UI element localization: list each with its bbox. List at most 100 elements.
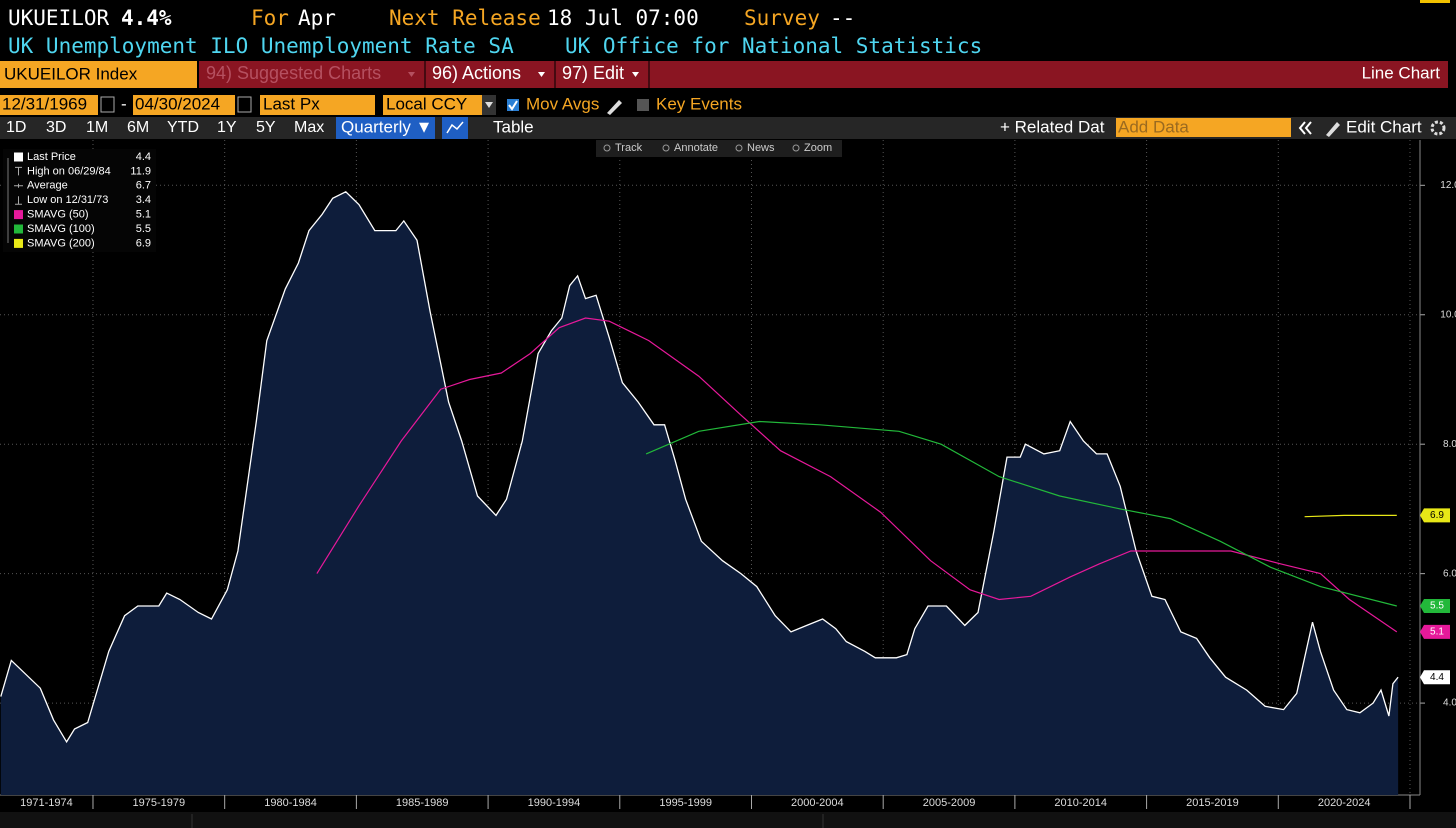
legend-label: SMAVG (50) [27,209,89,221]
x-period-label: 1985-1989 [396,797,449,809]
tool-icon [603,144,611,152]
value-tag [1420,599,1450,614]
chart: 4.0 6.0 8.0 10.0 12.0 1971-1974 1975-1979 1980-… [0,140,1456,809]
start-date[interactable]: 12/31/1969 [2,94,87,113]
end-date-box[interactable] [133,95,235,115]
y-tick-label: 6.0 [1443,568,1456,579]
value-tag-label: 6.9 [1430,510,1444,521]
range-tab[interactable]: YTD [167,119,199,136]
security-box[interactable] [0,61,197,88]
line [1304,514,1397,518]
legend-label: Low on 12/31/73 [27,194,108,206]
currency[interactable]: Local CCY [386,94,467,113]
period[interactable]: Quarterly ▼ [341,117,432,136]
range-tab[interactable]: 1D [6,119,26,136]
menu-bar [199,61,1448,88]
pencil-icon[interactable] [1326,122,1340,137]
calendar-icon[interactable] [100,96,115,113]
value-tag-label: 4.4 [1430,672,1444,683]
legend-label: SMAVG (200) [27,237,95,249]
tool[interactable]: Zoom [804,142,832,154]
range-tab[interactable]: 1Y [217,119,237,136]
calendar-icon[interactable] [237,96,252,113]
chart-type[interactable]: Line Chart [1362,63,1441,82]
end-date[interactable]: 04/30/2024 [135,94,220,113]
menu-item[interactable]: 94) Suggested Charts [206,63,381,83]
legend-bg [3,149,156,252]
period-tab[interactable] [336,117,435,139]
collapse-icon[interactable] [1298,121,1312,135]
source: UK Office for National Statistics [565,34,982,58]
x-period-label: 2015-2019 [1186,797,1239,809]
legend-swatch [14,210,23,220]
chart-icon [446,121,464,134]
pencil-icon[interactable] [607,100,622,115]
related-data[interactable]: + Related Dat [1000,117,1105,136]
x-period-label: 1971-1974 [20,797,73,809]
menu-item[interactable]: 97) Edit [562,63,624,83]
range-tab[interactable]: 1M [86,119,108,136]
line [0,191,1399,744]
for-label: For [251,6,289,30]
legend-label: SMAVG (100) [27,223,95,235]
y-tick-label: 12.0 [1440,180,1456,191]
legend-label: High on 06/29/84 [27,165,111,177]
tool[interactable]: Annotate [674,142,718,154]
settings-icon[interactable] [1430,120,1446,136]
range-tab[interactable]: 3D [46,119,66,136]
start-date-box[interactable] [0,95,98,115]
legend-value: 6.7 [136,180,151,192]
chart-tools: Track Annotate News Zoom [596,140,842,157]
x-period-label: 2020-2024 [1318,797,1371,809]
key-events[interactable]: Key Events [656,94,742,113]
top-accent [1420,0,1450,3]
menu-arrow [408,72,415,77]
add-data[interactable]: Add Data [1118,117,1189,136]
menu-arrow [632,72,639,77]
legend-icon [15,166,22,176]
status-bar [0,812,1456,828]
tool[interactable]: News [747,142,775,154]
checkbox[interactable] [637,99,649,111]
currency-box[interactable] [383,95,482,115]
x-period-label: 2000-2004 [791,797,844,809]
legend-value: 5.5 [136,223,151,235]
table-tab[interactable]: Table [493,117,534,136]
value-tag-label: 5.5 [1430,601,1444,612]
description: UK Unemployment ILO Unemployment Rate SA [8,34,514,58]
legend-value: 5.1 [136,209,151,221]
value-tag [1420,508,1450,523]
edit-chart[interactable]: Edit Chart [1346,117,1422,136]
tool[interactable]: Track [615,142,643,154]
menu-items: 94) Suggested Charts 96) Actions 97) Edit [206,61,650,88]
tool-icon [792,144,800,152]
ticker: UKUEILOR [8,6,110,30]
value-tag [1420,624,1450,639]
x-period-label: 1995-1999 [659,797,712,809]
date-separator: - [121,94,127,113]
mov-avgs[interactable]: Mov Avgs [526,94,599,113]
legend-icon [14,183,23,188]
range-tab[interactable]: Max [294,119,324,136]
legend-swatch [14,152,23,162]
field[interactable]: Last Px [263,94,320,113]
legend-swatch [14,224,23,234]
tool-icon [662,144,670,152]
security[interactable]: UKUEILOR Index [4,64,138,83]
x-period-label: 1990-1994 [528,797,581,809]
menu-item[interactable]: 96) Actions [432,63,521,83]
legend-label: Average [27,180,68,192]
field-box[interactable] [260,95,375,115]
add-data-box[interactable] [1116,118,1291,137]
legend-value: 4.4 [136,151,151,163]
range-tab[interactable]: 6M [127,119,149,136]
check-mark [508,100,518,111]
area-fill [0,191,1399,796]
line [316,317,1398,633]
survey-value: -- [830,6,855,30]
line [645,420,1397,607]
range-tab[interactable]: 5Y [256,119,276,136]
for-value: Apr [298,6,336,30]
legend-swatch [14,238,23,248]
